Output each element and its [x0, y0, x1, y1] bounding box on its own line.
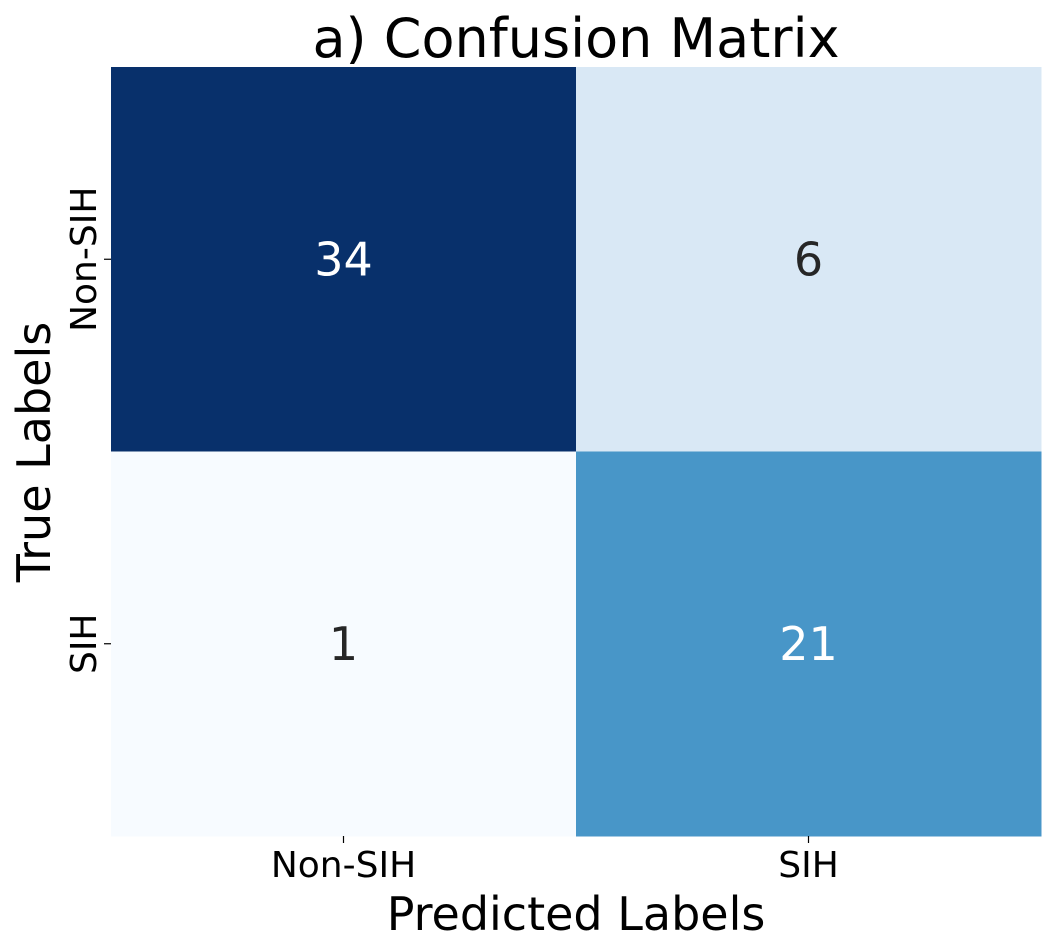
- y-axis-label: True Labels: [7, 322, 61, 583]
- heatmap-cell: [111, 451, 577, 837]
- y-tick-label: Non-SIH: [64, 187, 105, 332]
- heatmap-cell: [576, 451, 1042, 837]
- cell-value-labels: 34 6 1 21: [314, 232, 838, 671]
- y-tick-label: SIH: [64, 613, 105, 674]
- heatmap-cells: [111, 67, 1042, 837]
- x-tick-label: Non-SIH: [271, 845, 416, 886]
- cell-value-label: 34: [314, 232, 373, 286]
- cell-value-label: 6: [794, 232, 823, 286]
- heatmap-cell: [576, 67, 1042, 452]
- x-axis-ticks: Non-SIH SIH: [271, 836, 839, 886]
- x-axis-label: Predicted Labels: [387, 887, 766, 941]
- heatmap-cell: [111, 67, 577, 452]
- y-axis-ticks: Non-SIH SIH: [64, 187, 111, 674]
- cell-value-label: 1: [329, 617, 358, 671]
- chart-title: a) Confusion Matrix: [312, 7, 839, 70]
- cell-value-label: 21: [779, 617, 838, 671]
- x-tick-label: SIH: [778, 845, 839, 886]
